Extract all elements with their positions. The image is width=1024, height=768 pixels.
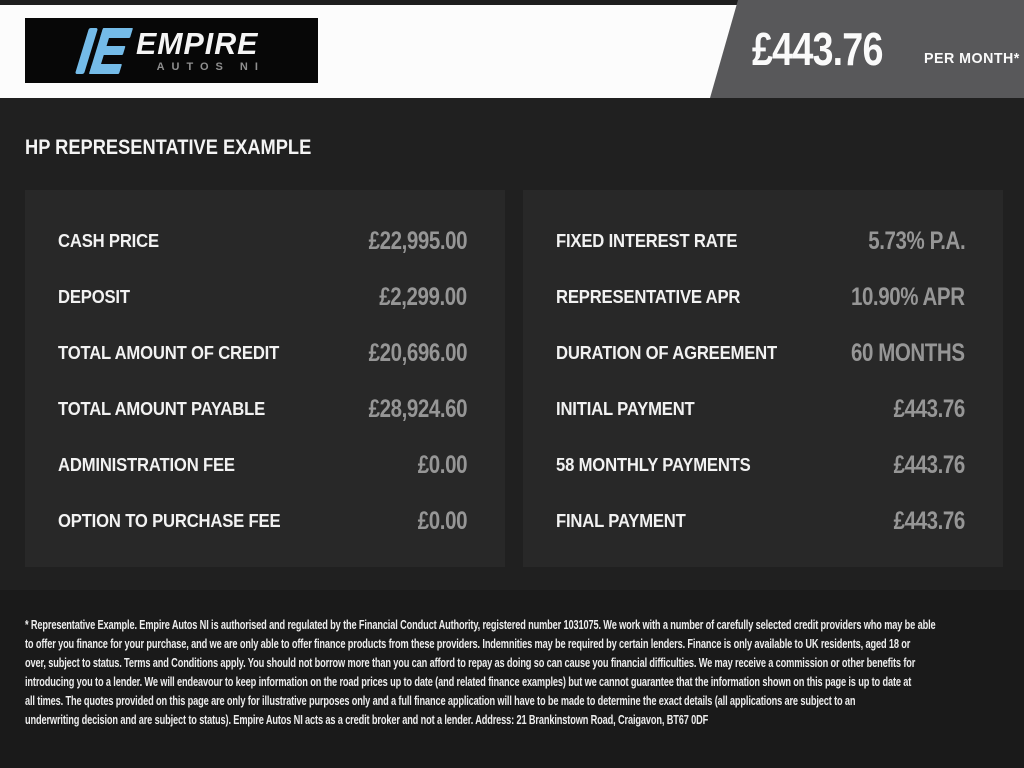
finance-row: DEPOSIT £2,299.00 <box>58 269 467 325</box>
finance-row: CASH PRICE £22,995.00 <box>58 213 467 269</box>
finance-row-value: £28,924.60 <box>368 394 467 423</box>
footer-disclaimer: * Representative Example. Empire Autos N… <box>0 590 1024 768</box>
brand-subtitle: AUTOS NI <box>156 60 265 73</box>
finance-right-panel: FIXED INTEREST RATE 5.73% P.A. REPRESENT… <box>523 190 1003 567</box>
finance-row-value: £22,995.00 <box>368 226 467 255</box>
finance-row-value: 10.90% APR <box>851 282 965 311</box>
finance-row-value: £443.76 <box>893 394 966 423</box>
finance-row: REPRESENTATIVE APR 10.90% APR <box>556 269 965 325</box>
finance-row-value: £443.76 <box>893 450 966 479</box>
brand-name: EMPIRE <box>136 25 259 61</box>
finance-row: DURATION OF AGREEMENT 60 MONTHS <box>556 325 965 381</box>
finance-row-label: TOTAL AMOUNT PAYABLE <box>58 398 266 419</box>
finance-row: TOTAL AMOUNT OF CREDIT £20,696.00 <box>58 325 467 381</box>
finance-row: FINAL PAYMENT £443.76 <box>556 493 965 549</box>
empire-logo: EMPIRE AUTOS NI <box>25 18 318 83</box>
finance-row: FIXED INTEREST RATE 5.73% P.A. <box>556 213 965 269</box>
finance-row-value: 5.73% P.A. <box>868 226 965 255</box>
finance-row: ADMINISTRATION FEE £0.00 <box>58 437 467 493</box>
top-border <box>0 0 1024 5</box>
monthly-price: £443.76 <box>752 23 883 75</box>
finance-row-label: DURATION OF AGREEMENT <box>556 342 777 363</box>
disclaimer-line: over, subject to status. Terms and Condi… <box>25 655 916 670</box>
finance-row-label: INITIAL PAYMENT <box>556 398 695 419</box>
logo-text: EMPIRE AUTOS NI <box>136 25 261 73</box>
finance-row-label: CASH PRICE <box>58 230 159 251</box>
empire-logo-icon <box>75 27 134 74</box>
monthly-price-banner: £443.76 PER MONTH* <box>710 0 1024 98</box>
per-month-label: PER MONTH* <box>924 50 1021 67</box>
finance-row: 58 MONTHLY PAYMENTS £443.76 <box>556 437 965 493</box>
disclaimer-line: * Representative Example. Empire Autos N… <box>25 617 936 632</box>
finance-row: OPTION TO PURCHASE FEE £0.00 <box>58 493 467 549</box>
header: EMPIRE AUTOS NI £443.76 PER MONTH* <box>0 0 1024 98</box>
finance-row-label: OPTION TO PURCHASE FEE <box>58 510 281 531</box>
finance-row: TOTAL AMOUNT PAYABLE £28,924.60 <box>58 381 467 437</box>
finance-row-label: FINAL PAYMENT <box>556 510 686 531</box>
finance-row-label: DEPOSIT <box>58 286 130 307</box>
finance-row-value: £0.00 <box>417 450 468 479</box>
finance-left-panel: CASH PRICE £22,995.00 DEPOSIT £2,299.00 … <box>25 190 505 567</box>
finance-row-label: FIXED INTEREST RATE <box>556 230 738 251</box>
finance-row-label: TOTAL AMOUNT OF CREDIT <box>58 342 280 363</box>
finance-row: INITIAL PAYMENT £443.76 <box>556 381 965 437</box>
finance-row-label: 58 MONTHLY PAYMENTS <box>556 454 751 475</box>
finance-row-value: £0.00 <box>417 506 468 535</box>
disclaimer-line: underwriting decision and are subject to… <box>25 712 709 727</box>
finance-row-label: REPRESENTATIVE APR <box>556 286 741 307</box>
finance-row-value: 60 MONTHS <box>851 338 965 367</box>
disclaimer-line: to offer you finance for your purchase, … <box>25 636 911 651</box>
disclaimer-line: all times. The quotes provided on this p… <box>25 693 856 708</box>
finance-row-label: ADMINISTRATION FEE <box>58 454 235 475</box>
finance-row-value: £2,299.00 <box>379 282 467 311</box>
finance-panels: CASH PRICE £22,995.00 DEPOSIT £2,299.00 … <box>25 190 1003 567</box>
disclaimer-line: introducing you to a lender. We will end… <box>25 674 912 689</box>
finance-row-value: £20,696.00 <box>368 338 467 367</box>
finance-row-value: £443.76 <box>893 506 966 535</box>
page-title: HP REPRESENTATIVE EXAMPLE <box>25 136 312 159</box>
